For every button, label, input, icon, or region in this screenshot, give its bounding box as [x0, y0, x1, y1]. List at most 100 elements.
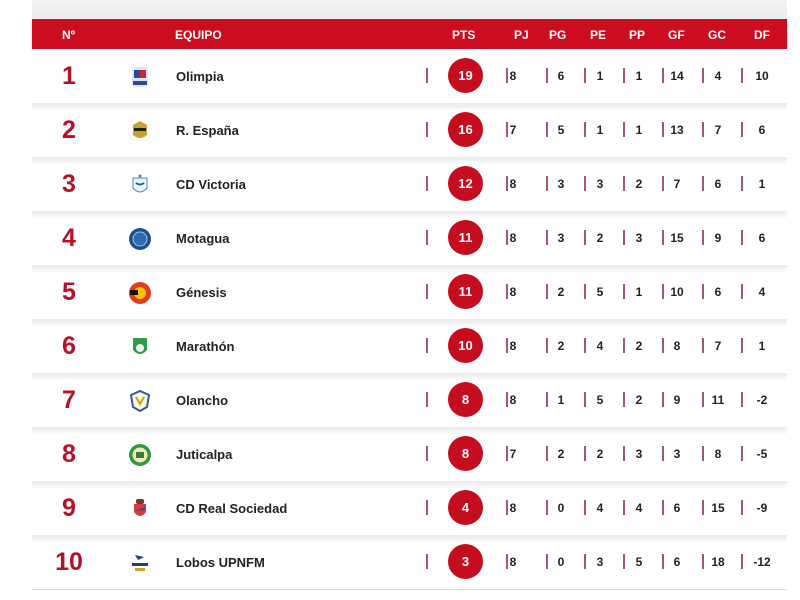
column-separator [741, 446, 743, 461]
table-row[interactable]: 7 Olancho 8 8 1 5 2 9 11 -2 [32, 373, 787, 427]
table-row[interactable]: 2 R. España 16 7 5 1 1 13 7 6 [32, 103, 787, 157]
column-separator [584, 392, 586, 407]
column-separator [426, 500, 428, 515]
rank-number: 1 [62, 62, 76, 90]
column-separator [623, 338, 625, 353]
column-separator [584, 122, 586, 137]
stat-pj: 8 [509, 339, 517, 353]
column-separator [662, 230, 664, 245]
stat-gc: 11 [711, 393, 725, 407]
column-separator [546, 338, 548, 353]
column-separator [506, 284, 508, 299]
olimpia-crest-icon [132, 67, 148, 87]
column-separator [741, 68, 743, 83]
team-name[interactable]: Génesis [176, 285, 227, 300]
column-separator [702, 230, 704, 245]
rank-number: 8 [62, 440, 76, 468]
header-gf: GF [668, 28, 685, 42]
table-row[interactable]: 4 Motagua 11 8 3 2 3 15 9 6 [32, 211, 787, 265]
stat-pp: 1 [635, 69, 643, 83]
column-separator [741, 338, 743, 353]
column-separator [506, 392, 508, 407]
column-separator [662, 176, 664, 191]
stat-pe: 5 [596, 285, 604, 299]
stat-df: -2 [756, 393, 768, 407]
stat-pg: 3 [557, 231, 565, 245]
column-separator [546, 446, 548, 461]
rank-number: 5 [62, 278, 76, 306]
column-separator [426, 284, 428, 299]
stat-pg: 1 [557, 393, 565, 407]
rank-number: 7 [62, 386, 76, 414]
column-separator [702, 554, 704, 569]
column-separator [506, 176, 508, 191]
column-separator [702, 68, 704, 83]
column-separator [546, 392, 548, 407]
stat-pe: 4 [596, 339, 604, 353]
stat-gc: 18 [711, 555, 725, 569]
stat-gc: 6 [714, 177, 722, 191]
stat-pj: 8 [509, 285, 517, 299]
stat-pe: 2 [596, 447, 604, 461]
column-separator [702, 176, 704, 191]
rank-number: 4 [62, 224, 76, 252]
column-separator [506, 230, 508, 245]
table-row[interactable]: 5 Génesis 11 8 2 5 1 10 6 4 [32, 265, 787, 319]
column-separator [584, 338, 586, 353]
stat-pj: 8 [509, 555, 517, 569]
stat-df: 10 [755, 69, 769, 83]
column-separator [741, 230, 743, 245]
genesis-crest-icon [129, 282, 151, 304]
column-separator [546, 176, 548, 191]
team-name[interactable]: R. España [176, 123, 239, 138]
column-separator [546, 230, 548, 245]
column-separator [623, 176, 625, 191]
column-separator [623, 554, 625, 569]
rank-number: 2 [62, 116, 76, 144]
team-name[interactable]: Juticalpa [176, 447, 233, 462]
stat-gf: 7 [673, 177, 681, 191]
stat-pg: 2 [557, 339, 565, 353]
stat-gf: 3 [673, 447, 681, 461]
column-separator [702, 500, 704, 515]
points-badge: 11 [448, 274, 483, 309]
rank-number: 3 [62, 170, 76, 198]
column-separator [623, 392, 625, 407]
team-name[interactable]: Olimpia [176, 69, 224, 84]
stat-df: 1 [758, 339, 766, 353]
column-separator [584, 230, 586, 245]
stat-pg: 5 [557, 123, 565, 137]
stat-df: 1 [758, 177, 766, 191]
table-row[interactable]: 9 CD Real Sociedad 4 8 0 4 4 6 15 -9 [32, 481, 787, 535]
stat-pj: 7 [509, 447, 517, 461]
table-row[interactable]: 10 Lobos UPNFM 3 8 0 3 5 6 18 -12 [32, 535, 787, 589]
column-separator [741, 122, 743, 137]
stat-gc: 7 [714, 123, 722, 137]
header-gc: GC [708, 28, 726, 42]
team-name[interactable]: Lobos UPNFM [176, 555, 265, 570]
column-separator [702, 122, 704, 137]
team-name[interactable]: Olancho [176, 393, 229, 408]
table-row[interactable]: 6 Marathón 10 8 2 4 2 8 7 1 [32, 319, 787, 373]
table-row[interactable]: 3 CD Victoria 12 8 3 3 2 7 6 1 [32, 157, 787, 211]
team-name[interactable]: CD Victoria [176, 177, 246, 192]
stat-pp: 2 [635, 393, 643, 407]
column-separator [623, 230, 625, 245]
stat-gf: 6 [673, 501, 681, 515]
table-row[interactable]: 1 Olimpia 19 8 6 1 1 14 4 10 [32, 49, 787, 103]
team-name[interactable]: CD Real Sociedad [176, 501, 288, 516]
stat-pp: 3 [635, 447, 643, 461]
table-row[interactable]: 8 Juticalpa 8 7 2 2 3 3 8 -5 [32, 427, 787, 481]
team-name[interactable]: Marathón [176, 339, 235, 354]
stat-gc: 6 [714, 285, 722, 299]
stat-pp: 1 [635, 285, 643, 299]
team-name[interactable]: Motagua [176, 231, 230, 246]
stat-pp: 1 [635, 123, 643, 137]
stat-pj: 7 [509, 123, 517, 137]
stat-gc: 8 [714, 447, 722, 461]
standings-table: Nº EQUIPO PTS PJ PG PE PP GF GC DF 1 Olim… [32, 19, 787, 589]
stat-pj: 8 [509, 231, 517, 245]
points-badge: 8 [448, 382, 483, 417]
header-team: EQUIPO [175, 28, 222, 42]
column-separator [546, 68, 548, 83]
